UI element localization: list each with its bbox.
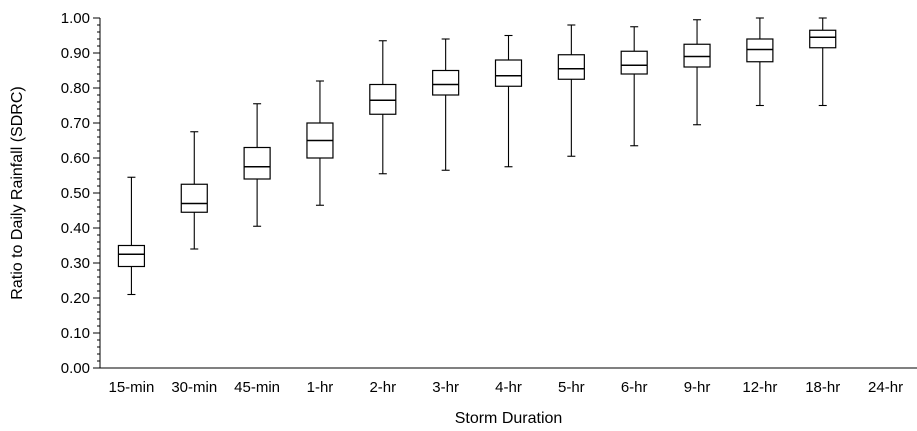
y-tick-label: 0.60	[61, 150, 90, 167]
box-15-min	[117, 176, 146, 296]
x-tick-label: 9-hr	[684, 379, 711, 396]
x-tick-label: 30-min	[171, 379, 217, 396]
box-6-hr	[620, 26, 648, 147]
box-3-hr	[432, 38, 460, 171]
box-18-hr	[809, 17, 837, 107]
box-30-min	[180, 131, 208, 250]
box-45-min	[243, 103, 271, 227]
iqr-box	[432, 69, 460, 96]
iqr-box	[809, 29, 837, 49]
y-axis: 0.00 0.10 0.20 0.30 0.40 0.50 0.60 0.70 0.80 0.90…	[61, 10, 101, 377]
box-2-hr	[369, 40, 397, 175]
y-tick-label: 0.00	[61, 360, 90, 377]
x-tick-label: 2-hr	[369, 379, 396, 396]
x-axis: 15-min 30-min 45-min 1-hr 2-hr 3-hr 4-hr 5-hr 6-…	[100, 367, 917, 396]
box-12-hr	[746, 17, 774, 107]
iqr-box	[180, 183, 208, 213]
x-tick-label: 4-hr	[495, 379, 522, 396]
y-tick-label: 0.20	[61, 290, 90, 307]
box-4-hr	[494, 34, 523, 168]
box-1-hr	[306, 80, 334, 206]
iqr-box	[494, 59, 523, 87]
y-tick-label: 0.70	[61, 115, 90, 132]
iqr-box	[683, 43, 711, 68]
x-tick-label: 1-hr	[307, 379, 334, 396]
x-axis-title: Storm Duration	[455, 410, 563, 427]
box-series	[117, 17, 837, 296]
x-tick-label: 12-hr	[742, 379, 777, 396]
y-tick-label: 0.10	[61, 325, 90, 342]
y-tick-label: 0.30	[61, 255, 90, 272]
x-tick-label: 15-min	[108, 379, 154, 396]
iqr-box	[117, 244, 146, 268]
iqr-box	[243, 146, 271, 180]
iqr-box	[746, 38, 774, 63]
y-tick-label: 0.90	[61, 45, 90, 62]
box-5-hr	[557, 24, 585, 157]
x-tick-label: 24-hr	[868, 379, 903, 396]
y-tick-label: 1.00	[61, 10, 90, 27]
x-tick-label: 18-hr	[805, 379, 840, 396]
y-tick-label: 0.80	[61, 80, 90, 97]
iqr-box	[557, 54, 585, 80]
iqr-box	[369, 83, 397, 115]
x-tick-label: 3-hr	[432, 379, 459, 396]
iqr-box	[620, 50, 648, 75]
x-tick-label: 6-hr	[621, 379, 648, 396]
box-9-hr	[683, 19, 711, 126]
y-axis-title: Ratio to Daily Rainfall (SDRC)	[9, 86, 26, 299]
x-tick-label: 45-min	[234, 379, 280, 396]
x-tick-label: 5-hr	[558, 379, 585, 396]
y-tick-label: 0.50	[61, 185, 90, 202]
y-tick-label: 0.40	[61, 220, 90, 237]
